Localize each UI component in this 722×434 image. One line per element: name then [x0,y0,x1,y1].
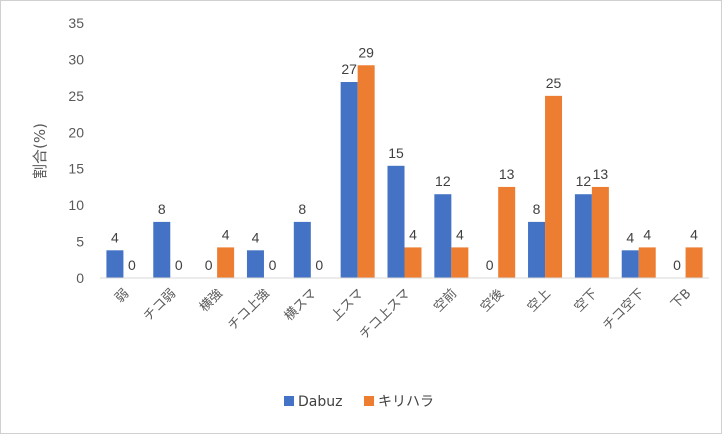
data-label: 4 [643,226,651,242]
category-label: チコ空下 [600,286,647,333]
category-label: 横スマ [282,286,320,324]
data-label: 0 [486,257,494,273]
data-label: 4 [456,226,464,242]
y-tick-label: 30 [68,51,84,67]
data-label: 13 [499,166,515,182]
bar-series-1 [434,194,452,278]
y-tick-label: 25 [68,88,84,104]
category-label: チコ上強 [225,286,272,333]
data-label: 13 [593,166,609,182]
y-tick-label: 20 [68,124,84,140]
category-label: 弱 [112,286,132,306]
bar-series-2 [357,65,375,278]
data-label: 0 [315,257,323,273]
bar-series-1 [340,82,358,278]
data-label: 4 [252,229,260,245]
data-label: 12 [435,173,451,189]
y-tick-label: 10 [68,197,84,213]
legend-label: キリハラ [378,394,434,410]
bar-series-2 [451,247,469,278]
bar-series-1 [153,221,171,278]
data-label: 0 [175,257,183,273]
bar-series-1 [293,221,311,278]
legend-swatch [284,396,294,406]
category-label: 上スマ [329,286,367,324]
category-label: 空後 [478,286,507,315]
data-label: 4 [626,229,634,245]
y-axis-label: 割合(%) [31,123,49,179]
bar-series-1 [528,221,546,278]
bar-series-1 [574,194,592,278]
data-label: 8 [298,201,306,217]
data-label: 0 [673,257,681,273]
category-label: チコ弱 [141,286,179,324]
y-tick-label: 0 [76,270,84,286]
data-label: 4 [222,226,230,242]
category-label: チコ上スマ [357,286,413,342]
bar-series-2 [545,95,563,278]
data-label: 4 [409,226,417,242]
data-label: 27 [341,61,357,77]
legend-swatch [364,396,374,406]
data-label: 8 [158,201,166,217]
data-label: 8 [533,201,541,217]
data-label: 0 [128,257,136,273]
category-label: 下B [668,286,694,312]
bar-series-2 [498,186,516,278]
data-label: 29 [358,44,374,60]
bar-series-2 [404,247,422,278]
data-label: 25 [546,75,562,91]
legend-label: Dabuz [298,394,342,410]
y-tick-label: 15 [68,161,84,177]
category-labels: 弱チコ弱 横強 チコ上強 横スマ 上スマチコ上スマ 空前 空後 空上 空下 チコ空下 下B [112,286,694,343]
category-label: 空前 [430,286,460,316]
y-axis-title: 割合(%) [31,123,49,179]
data-label: 0 [205,257,213,273]
category-label: 空下 [572,286,601,315]
y-tick-label: 5 [76,234,84,250]
legend: Dabuz キリハラ [284,394,434,410]
data-label: 12 [576,173,592,189]
category-label: 空上 [525,286,554,315]
bar-series-2 [217,247,235,278]
bar-series-2 [591,186,609,278]
bar-series-1 [621,250,639,278]
bar-series-2 [685,247,703,278]
bar-series-1 [387,165,405,278]
y-tick-label: 35 [68,15,84,31]
data-label: 0 [269,257,277,273]
bar-series-2 [638,247,656,278]
bars [106,65,703,278]
y-axis-ticks: 0 5 10 15 20 25 30 35 [68,15,84,286]
bar-series-1 [106,250,124,278]
bar-series-1 [246,250,264,278]
data-label: 4 [690,226,698,242]
category-label: 横強 [197,286,226,315]
data-label: 15 [388,145,404,161]
data-label: 4 [111,229,119,245]
